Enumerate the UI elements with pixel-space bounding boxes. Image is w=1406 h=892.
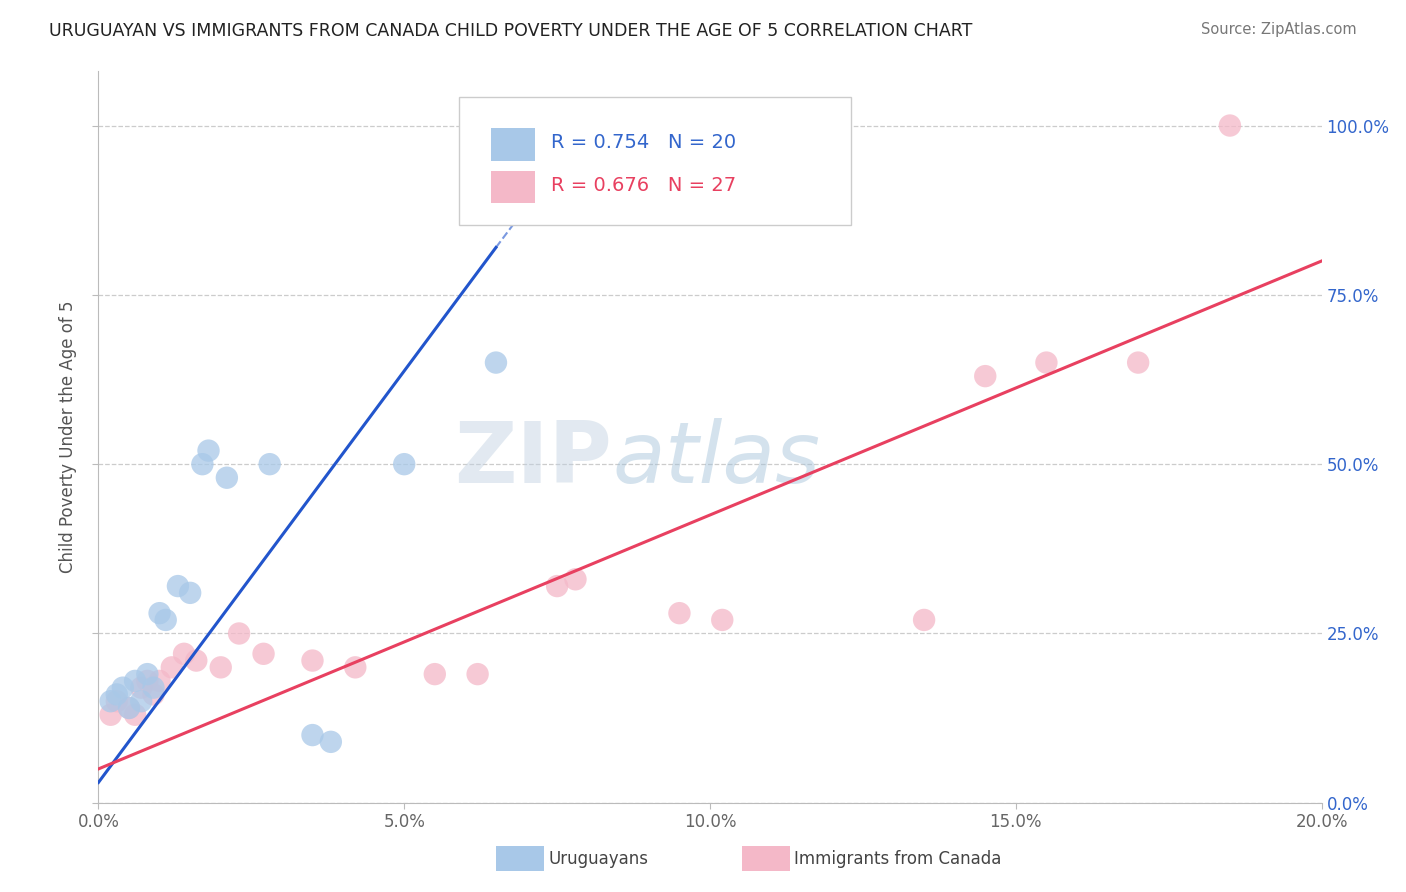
Point	[179, 586, 201, 600]
Point	[160, 660, 183, 674]
Point	[912, 613, 935, 627]
Point	[142, 681, 165, 695]
Point	[319, 735, 342, 749]
Y-axis label: Child Poverty Under the Age of 5: Child Poverty Under the Age of 5	[59, 301, 77, 574]
Text: ZIP: ZIP	[454, 417, 612, 500]
Point	[173, 647, 195, 661]
Point	[142, 688, 165, 702]
Point	[191, 457, 214, 471]
Point	[1035, 355, 1057, 369]
Point	[129, 694, 152, 708]
Point	[1219, 119, 1241, 133]
Text: R = 0.676   N = 27: R = 0.676 N = 27	[551, 176, 737, 195]
Point	[136, 667, 159, 681]
Point	[167, 579, 190, 593]
Point	[301, 728, 323, 742]
Text: Source: ZipAtlas.com: Source: ZipAtlas.com	[1201, 22, 1357, 37]
Point	[124, 707, 146, 722]
Point	[467, 667, 489, 681]
Point	[124, 673, 146, 688]
Point	[118, 701, 141, 715]
Point	[149, 606, 172, 620]
Point	[100, 707, 122, 722]
FancyBboxPatch shape	[460, 97, 851, 225]
Point	[1128, 355, 1150, 369]
Point	[215, 471, 238, 485]
Point	[564, 572, 586, 586]
Point	[668, 606, 690, 620]
Text: Uruguayans: Uruguayans	[548, 850, 648, 868]
Point	[711, 613, 734, 627]
Text: R = 0.754   N = 20: R = 0.754 N = 20	[551, 133, 737, 152]
Point	[129, 681, 152, 695]
Point	[111, 681, 134, 695]
Point	[344, 660, 367, 674]
Point	[228, 626, 250, 640]
Point	[118, 701, 141, 715]
Point	[105, 694, 128, 708]
FancyBboxPatch shape	[491, 171, 536, 203]
Point	[209, 660, 232, 674]
Text: atlas: atlas	[612, 417, 820, 500]
Text: URUGUAYAN VS IMMIGRANTS FROM CANADA CHILD POVERTY UNDER THE AGE OF 5 CORRELATION: URUGUAYAN VS IMMIGRANTS FROM CANADA CHIL…	[49, 22, 973, 40]
Point	[301, 654, 323, 668]
Point	[197, 443, 219, 458]
Point	[136, 673, 159, 688]
Point	[392, 457, 416, 471]
FancyBboxPatch shape	[491, 128, 536, 161]
Point	[105, 688, 128, 702]
Point	[155, 613, 177, 627]
Point	[186, 654, 208, 668]
Point	[259, 457, 281, 471]
Point	[546, 579, 568, 593]
Point	[252, 647, 274, 661]
Text: Immigrants from Canada: Immigrants from Canada	[794, 850, 1001, 868]
Point	[423, 667, 446, 681]
Point	[974, 369, 997, 384]
Point	[149, 673, 172, 688]
Point	[485, 355, 508, 369]
Point	[100, 694, 122, 708]
